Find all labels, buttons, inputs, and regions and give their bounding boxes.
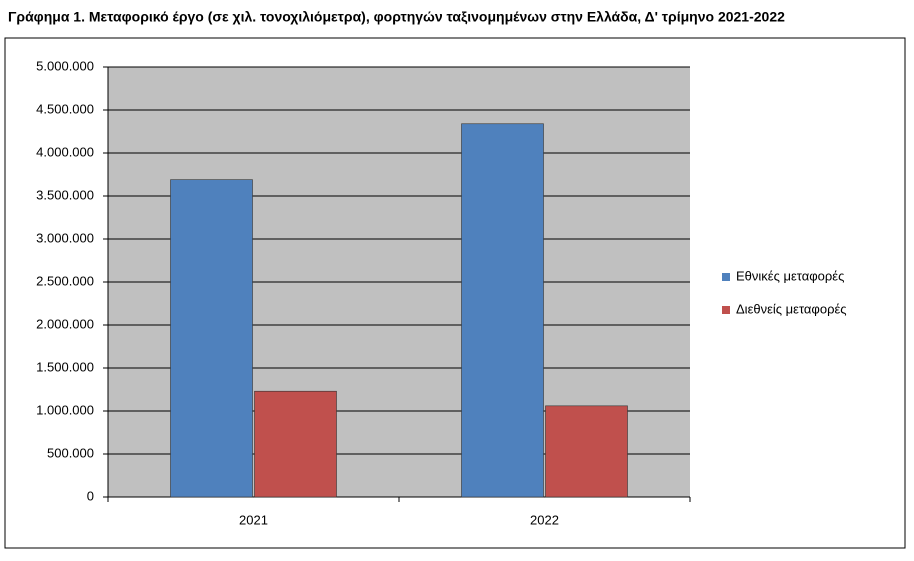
y-tick-label: 2.500.000 — [36, 273, 94, 288]
y-tick-label: 5.000.000 — [36, 58, 94, 73]
y-tick-label: 0 — [87, 488, 94, 503]
y-tick-label: 2.000.000 — [36, 316, 94, 331]
bar — [461, 123, 544, 498]
bar — [170, 179, 253, 498]
y-tick-label: 3.500.000 — [36, 187, 94, 202]
legend-swatch — [722, 306, 730, 314]
y-tick-label: 1.500.000 — [36, 359, 94, 374]
x-tick-label: 2022 — [530, 512, 559, 527]
bar — [254, 390, 337, 498]
legend-swatch — [722, 273, 730, 281]
y-tick-label: 4.500.000 — [36, 101, 94, 116]
chart-title: Γράφημα 1. Μεταφορικό έργο (σε χιλ. τονο… — [8, 9, 785, 25]
y-tick-label: 4.000.000 — [36, 144, 94, 159]
legend-label: Εθνικές μεταφορές — [736, 268, 844, 283]
x-tick-label: 2021 — [239, 512, 268, 527]
legend-label: Διεθνείς μεταφορές — [736, 301, 847, 316]
y-tick-label: 3.000.000 — [36, 230, 94, 245]
bar — [545, 405, 628, 498]
y-tick-label: 1.000.000 — [36, 402, 94, 417]
y-tick-label: 500.000 — [47, 445, 94, 460]
